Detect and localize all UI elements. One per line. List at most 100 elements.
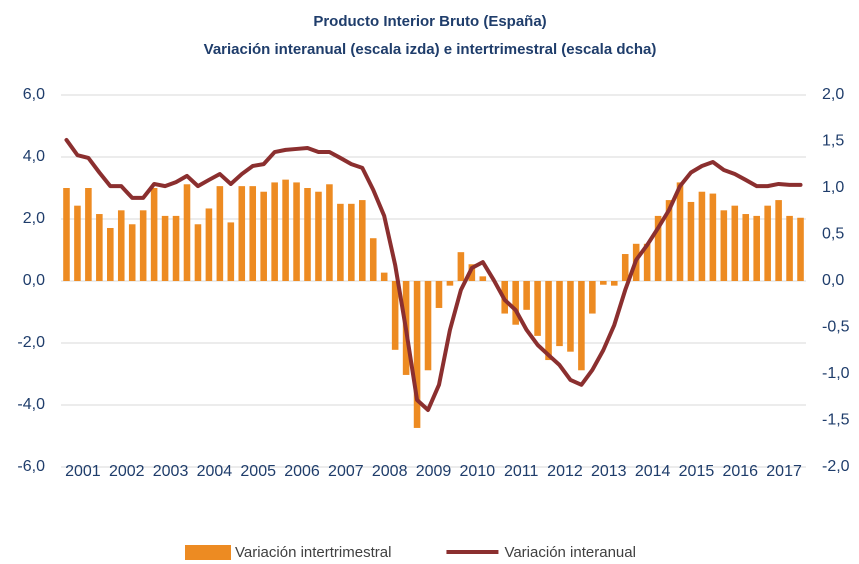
- bar: [698, 191, 706, 281]
- y-tick-label: -2,0: [17, 334, 45, 351]
- y2-tick-label: 1,5: [822, 133, 844, 150]
- bar: [205, 208, 213, 281]
- chart-title: Producto Interior Bruto (España): [313, 13, 546, 30]
- bar: [107, 227, 114, 281]
- bar: [545, 281, 552, 361]
- bar: [709, 193, 717, 281]
- bar: [665, 200, 673, 281]
- x-tick-label: 2014: [635, 463, 671, 480]
- bar: [556, 281, 563, 347]
- y2-tick-label: -0,5: [822, 319, 850, 336]
- x-tick-label: 2017: [766, 463, 802, 480]
- bar: [380, 272, 388, 281]
- y2-tick-label: 0,5: [822, 226, 844, 243]
- bar: [764, 205, 771, 281]
- x-tick-label: 2009: [416, 463, 452, 480]
- bar: [74, 205, 81, 281]
- line: [64, 137, 803, 412]
- bar: [63, 188, 70, 281]
- legend-label: Variación interanual: [504, 544, 635, 561]
- bar: [369, 238, 377, 281]
- bar: [775, 200, 782, 281]
- bar: [643, 243, 651, 281]
- y-tick-label: -4,0: [17, 396, 45, 413]
- bar: [457, 252, 465, 281]
- bar: [567, 281, 574, 352]
- y2-tick-label: 1,0: [822, 179, 844, 196]
- bar: [578, 281, 585, 371]
- bar: [139, 210, 147, 281]
- bar: [348, 203, 355, 281]
- bar: [435, 281, 443, 308]
- bar: [786, 215, 793, 281]
- x-tick-label: 2005: [240, 463, 276, 480]
- y-tick-label: 0,0: [23, 272, 45, 289]
- bar: [260, 191, 267, 281]
- bar: [600, 281, 607, 285]
- bar: [183, 184, 191, 281]
- bar: [391, 281, 399, 350]
- bar: [96, 214, 103, 281]
- legend-swatch: [185, 545, 231, 560]
- bar: [161, 215, 169, 281]
- bar: [271, 182, 278, 281]
- y2-tick-label: -2,0: [822, 458, 850, 475]
- y2-tick-label: -1,0: [822, 365, 850, 382]
- y-tick-label: 6,0: [23, 86, 45, 103]
- bar: [676, 182, 684, 281]
- bar: [249, 186, 257, 281]
- bar: [654, 215, 662, 281]
- bar: [315, 191, 322, 281]
- y-tick-label: 4,0: [23, 148, 45, 165]
- chart-subtitle: Variación interanual (escala izda) e int…: [204, 41, 657, 58]
- y2-tick-label: 0,0: [822, 272, 844, 289]
- x-tick-label: 2002: [109, 463, 145, 480]
- bar: [304, 188, 311, 281]
- x-tick-label: 2003: [153, 463, 189, 480]
- bar: [468, 264, 476, 281]
- x-tick-label: 2011: [504, 463, 539, 480]
- bar: [85, 188, 92, 281]
- bar: [523, 281, 530, 310]
- bar: [216, 186, 224, 281]
- y-tick-label: 2,0: [23, 210, 45, 227]
- x-tick-label: 2006: [284, 463, 320, 480]
- bar: [731, 205, 739, 281]
- bar: [479, 276, 487, 281]
- bar: [512, 281, 519, 325]
- legend-label: Variación intertrimestral: [235, 544, 391, 561]
- bar: [413, 281, 421, 428]
- bar: [610, 281, 618, 286]
- y2-tick-label: -1,5: [822, 412, 850, 429]
- bar: [282, 179, 289, 281]
- bar: [326, 184, 333, 281]
- y-tick-label: -6,0: [17, 458, 45, 475]
- x-tick-label: 2010: [460, 463, 496, 480]
- x-tick-label: 2008: [372, 463, 408, 480]
- x-tick-label: 2013: [591, 463, 627, 480]
- bar: [128, 224, 136, 281]
- bar: [589, 281, 596, 314]
- bar: [117, 210, 125, 281]
- x-tick-label: 2001: [65, 463, 101, 480]
- bar: [720, 210, 728, 281]
- bar: [446, 281, 454, 286]
- bar: [172, 215, 180, 281]
- bar: [753, 215, 760, 281]
- bar: [742, 214, 750, 281]
- bar: [194, 224, 202, 281]
- bar: [687, 201, 695, 281]
- bar: [797, 217, 804, 281]
- x-tick-label: 2004: [197, 463, 233, 480]
- bar: [424, 281, 432, 371]
- bar: [621, 254, 629, 281]
- bar: [337, 203, 344, 281]
- bar: [150, 188, 158, 281]
- bar: [293, 182, 300, 281]
- x-tick-label: 2012: [547, 463, 583, 480]
- y2-tick-label: 2,0: [822, 86, 844, 103]
- x-tick-label: 2015: [679, 463, 715, 480]
- x-tick-label: 2016: [722, 463, 758, 480]
- x-tick-label: 2007: [328, 463, 364, 480]
